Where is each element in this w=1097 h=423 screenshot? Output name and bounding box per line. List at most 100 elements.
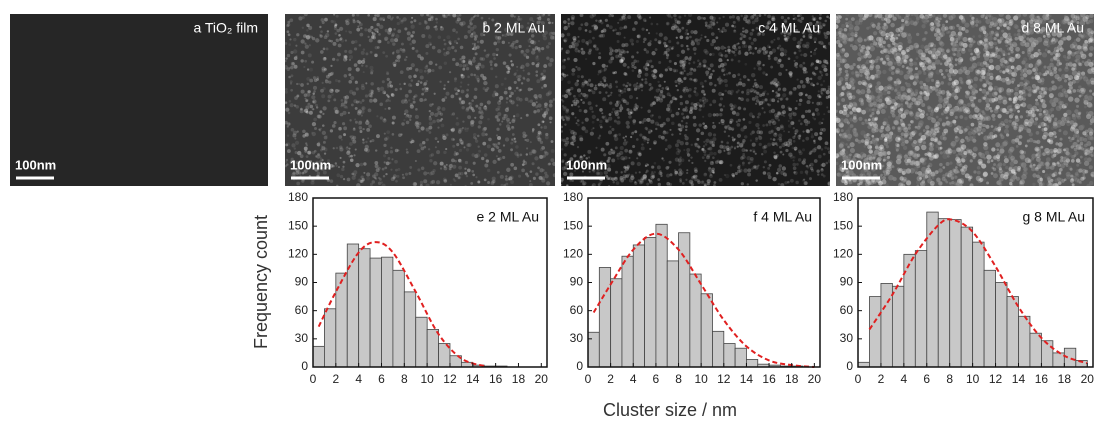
- grain: [611, 158, 615, 162]
- grain: [658, 183, 661, 186]
- grain: [467, 25, 470, 28]
- grain: [943, 76, 946, 79]
- grain: [508, 42, 510, 44]
- grain: [657, 165, 661, 169]
- grain: [788, 57, 791, 60]
- grain: [573, 58, 577, 62]
- grain: [690, 156, 692, 158]
- grain: [845, 143, 848, 146]
- grain: [1082, 174, 1085, 177]
- grain: [369, 99, 373, 103]
- grain: [798, 119, 801, 122]
- grain: [1060, 159, 1064, 163]
- grain: [458, 166, 462, 170]
- grain: [614, 134, 617, 137]
- grain: [1017, 29, 1020, 32]
- grain: [953, 120, 956, 123]
- grain: [336, 38, 338, 40]
- grain: [322, 113, 324, 115]
- grain: [506, 97, 509, 100]
- grain: [512, 41, 516, 45]
- grain: [454, 87, 458, 91]
- grain: [1047, 109, 1052, 114]
- grain: [691, 176, 694, 179]
- grain: [471, 99, 474, 102]
- grain: [291, 143, 295, 147]
- grain: [753, 85, 755, 87]
- grain: [479, 109, 483, 113]
- grain: [466, 175, 468, 177]
- grain: [567, 57, 570, 60]
- grain: [343, 178, 345, 180]
- grain: [973, 40, 976, 43]
- grain: [711, 19, 715, 23]
- grain: [718, 28, 720, 30]
- grain: [1038, 49, 1041, 52]
- grain: [471, 107, 474, 110]
- grain: [471, 33, 473, 35]
- grain: [628, 157, 630, 159]
- grain: [595, 84, 597, 86]
- grain: [1064, 178, 1067, 181]
- grain: [451, 95, 455, 99]
- grain: [423, 83, 426, 86]
- grain: [802, 67, 806, 71]
- grain: [906, 83, 911, 88]
- grain: [772, 90, 774, 92]
- grain: [592, 183, 596, 187]
- grain: [335, 165, 337, 167]
- grain: [676, 151, 680, 155]
- grain: [946, 116, 949, 119]
- grain: [1074, 68, 1077, 71]
- grain: [578, 105, 580, 107]
- grain: [566, 89, 570, 93]
- grain: [668, 40, 671, 43]
- grain: [305, 133, 309, 137]
- grain: [805, 71, 808, 74]
- grain: [383, 154, 386, 157]
- grain: [799, 99, 802, 102]
- grain: [624, 43, 628, 47]
- grain: [975, 24, 978, 27]
- grain: [813, 52, 816, 55]
- grain: [777, 138, 779, 140]
- grain: [456, 122, 460, 126]
- grain: [527, 72, 530, 75]
- grain: [424, 87, 427, 90]
- grain: [793, 14, 795, 16]
- grain: [420, 181, 423, 184]
- grain: [315, 38, 319, 42]
- grain: [370, 69, 373, 72]
- grain: [869, 180, 874, 185]
- grain: [720, 108, 723, 111]
- grain: [1085, 98, 1089, 102]
- grain: [680, 95, 683, 98]
- grain: [709, 172, 711, 174]
- grain: [711, 32, 715, 36]
- grain: [709, 151, 713, 155]
- grain: [972, 56, 976, 60]
- grain: [567, 25, 570, 28]
- grain: [957, 102, 962, 107]
- grain: [951, 26, 955, 30]
- grain: [416, 83, 419, 86]
- grain: [738, 50, 740, 52]
- grain: [297, 151, 301, 155]
- grain: [773, 39, 775, 41]
- grain: [618, 133, 621, 136]
- grain: [779, 139, 782, 142]
- grain: [644, 48, 647, 51]
- grain: [718, 82, 721, 85]
- grain: [309, 111, 313, 115]
- grain: [338, 34, 341, 37]
- grain: [1019, 135, 1023, 139]
- grain: [658, 61, 661, 64]
- grain: [804, 119, 808, 123]
- grain: [778, 133, 782, 137]
- grain: [455, 173, 459, 177]
- grain: [335, 162, 337, 164]
- grain: [704, 80, 707, 83]
- grain: [680, 61, 682, 63]
- grain: [703, 101, 706, 104]
- grain: [339, 27, 343, 31]
